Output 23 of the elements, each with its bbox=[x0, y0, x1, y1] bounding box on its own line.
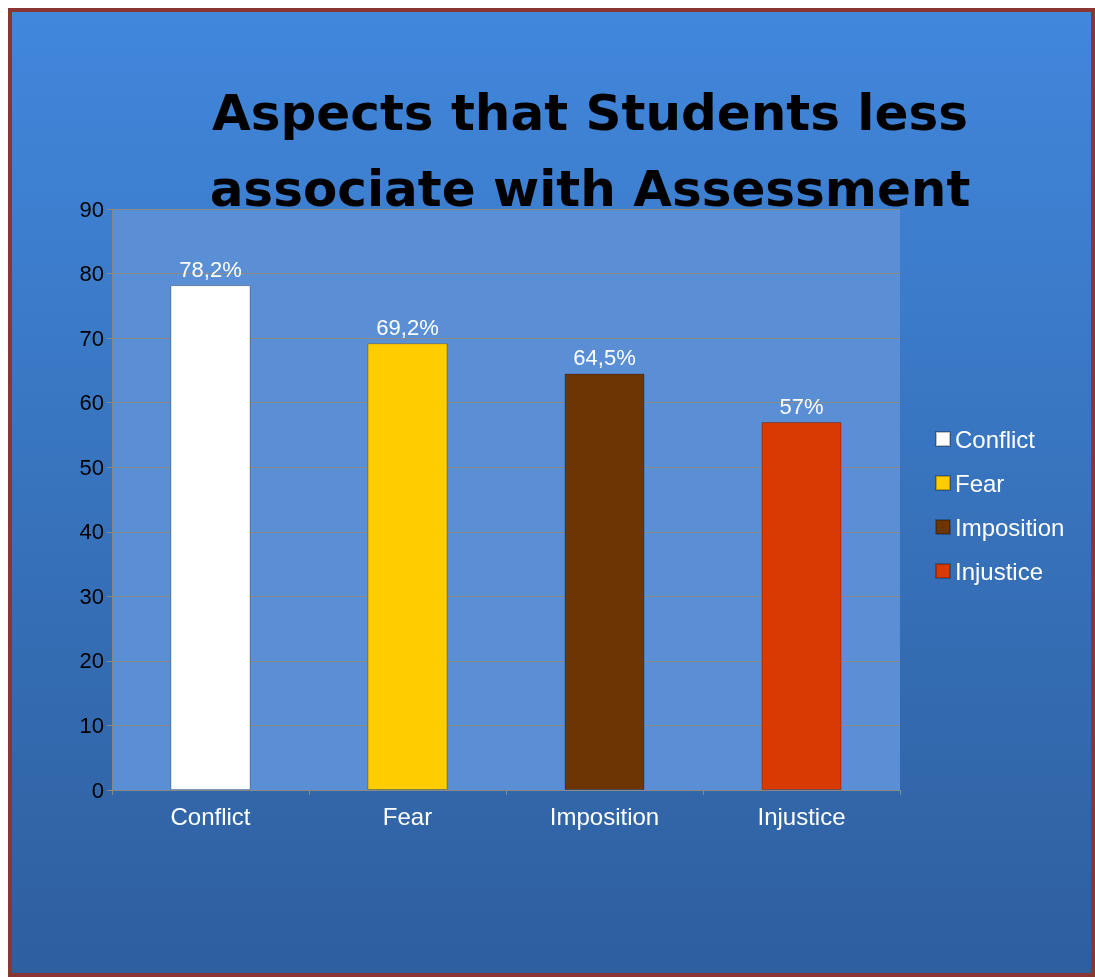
data-label: 69,2% bbox=[376, 314, 439, 340]
x-tick-label: Fear bbox=[382, 802, 433, 830]
x-tick-label: Imposition bbox=[549, 802, 660, 830]
data-label: 64,5% bbox=[573, 345, 636, 371]
chart-title: Aspects that Students less associate with Assessment bbox=[209, 84, 971, 218]
y-tick-label: 40 bbox=[79, 519, 104, 545]
y-tick-label: 80 bbox=[79, 261, 104, 287]
legend-label: Conflict bbox=[955, 425, 1036, 453]
y-tick-label: 60 bbox=[79, 390, 104, 416]
legend-label: Fear bbox=[955, 469, 1005, 497]
y-tick-label: 70 bbox=[79, 325, 104, 351]
data-label: 57% bbox=[779, 393, 824, 419]
y-tick-label: 90 bbox=[79, 196, 104, 222]
legend-label: Imposition bbox=[955, 513, 1065, 541]
x-tick-label: Conflict bbox=[170, 802, 251, 830]
x-tick-label: Injustice bbox=[757, 802, 846, 830]
y-tick-label: 10 bbox=[79, 712, 104, 738]
y-tick-label: 20 bbox=[79, 648, 104, 674]
data-label: 78,2% bbox=[179, 256, 242, 282]
y-tick-label: 0 bbox=[91, 777, 104, 803]
y-tick-label: 50 bbox=[79, 454, 104, 480]
legend-label: Injustice bbox=[955, 557, 1044, 585]
y-tick-label: 30 bbox=[79, 583, 104, 609]
